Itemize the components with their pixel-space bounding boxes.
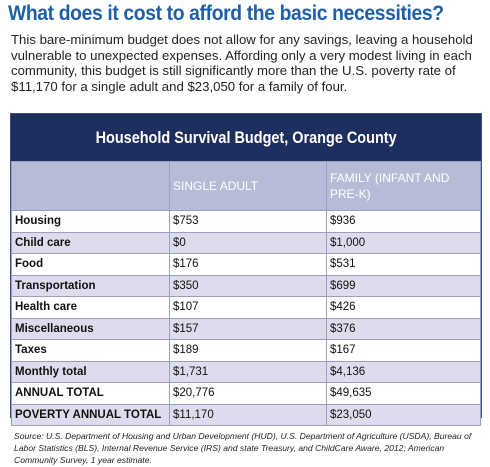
table-title-bar: Household Survival Budget, Orange County [11, 114, 481, 161]
row-label: POVERTY ANNUAL TOTAL [11, 403, 170, 426]
cell: $107 [169, 296, 327, 319]
header-row: SINGLE ADULT FAMILY (INFANT AND PRE-K) [11, 161, 481, 211]
row-label: Food [11, 253, 170, 276]
table-row: POVERTY ANNUAL TOTAL $11,170 $23,050 [11, 403, 481, 426]
table-body: Housing $753 $936 Child care $0 $1,000 Food $17… [11, 210, 481, 426]
table-row: Monthly total $1,731 $4,136 [11, 360, 481, 383]
cell: $0 [169, 231, 327, 254]
row-label: Housing [11, 210, 170, 233]
cell: $4,136 [326, 360, 481, 383]
page-title: What does it cost to afford the basic ne… [8, 2, 444, 25]
column-header: SINGLE ADULT [169, 161, 327, 211]
cell: $1,000 [326, 231, 481, 254]
cell: $350 [169, 274, 327, 297]
cell: $1,731 [169, 360, 327, 383]
table-row: Food $176 $531 [11, 253, 481, 276]
column-header: FAMILY (INFANT AND PRE-K) [326, 161, 481, 211]
cell: $531 [326, 253, 481, 276]
source-note: Source: U.S. Department of Housing and U… [14, 431, 472, 465]
table-row: Housing $753 $936 [11, 210, 481, 233]
table-row: Miscellaneous $157 $376 [11, 317, 481, 340]
row-label: Transportation [11, 274, 170, 297]
cell: $11,170 [169, 403, 327, 426]
table-row: Health care $107 $426 [11, 296, 481, 319]
cell: $753 [169, 210, 327, 233]
row-label: Child care [11, 231, 170, 254]
cell: $23,050 [326, 403, 481, 426]
budget-table: SINGLE ADULT FAMILY (INFANT AND PRE-K) Ho… [11, 161, 481, 426]
row-label: Miscellaneous [11, 317, 170, 340]
cell: $426 [326, 296, 481, 319]
table-row: ANNUAL TOTAL $20,776 $49,635 [11, 382, 481, 405]
table-row: Transportation $350 $699 [11, 274, 481, 297]
cell: $376 [326, 317, 481, 340]
cell: $20,776 [169, 382, 327, 405]
table-row: Taxes $189 $167 [11, 339, 481, 362]
cell: $167 [326, 339, 481, 362]
row-label: Taxes [11, 339, 170, 362]
budget-table-box: Household Survival Budget, Orange County… [10, 113, 482, 426]
cell: $936 [326, 210, 481, 233]
cell: $176 [169, 253, 327, 276]
table-row: Child care $0 $1,000 [11, 231, 481, 254]
row-label: ANNUAL TOTAL [11, 382, 170, 405]
header-cell [11, 161, 170, 211]
cell: $699 [326, 274, 481, 297]
table-title: Household Survival Budget, Orange County [95, 127, 397, 147]
cell: $49,635 [326, 382, 481, 405]
cell: $189 [169, 339, 327, 362]
row-label: Health care [11, 296, 170, 319]
cell: $157 [169, 317, 327, 340]
intro-text: This bare-minimum budget does not allow … [11, 32, 473, 94]
row-label: Monthly total [11, 360, 170, 383]
